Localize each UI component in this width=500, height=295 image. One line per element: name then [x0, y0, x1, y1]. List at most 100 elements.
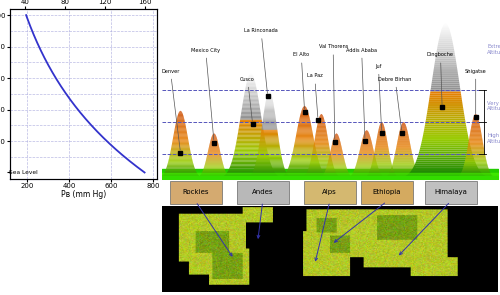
Polygon shape [262, 126, 277, 127]
Polygon shape [400, 129, 407, 130]
Polygon shape [298, 124, 311, 125]
Polygon shape [288, 169, 322, 170]
Polygon shape [434, 62, 456, 64]
Text: High
Altitude: High Altitude [488, 133, 500, 144]
Polygon shape [212, 135, 216, 136]
Polygon shape [174, 134, 188, 135]
Polygon shape [309, 166, 334, 167]
Polygon shape [358, 156, 375, 157]
Polygon shape [416, 161, 476, 163]
Polygon shape [168, 162, 193, 163]
Polygon shape [463, 167, 488, 168]
Polygon shape [302, 108, 307, 109]
Polygon shape [430, 95, 462, 97]
Polygon shape [246, 87, 256, 88]
Polygon shape [428, 109, 464, 111]
Polygon shape [312, 155, 331, 156]
Polygon shape [169, 157, 192, 158]
Polygon shape [284, 174, 325, 175]
Polygon shape [424, 130, 468, 132]
Polygon shape [174, 129, 186, 130]
Polygon shape [378, 132, 386, 133]
Polygon shape [332, 146, 342, 147]
Polygon shape [242, 104, 260, 105]
Polygon shape [303, 176, 340, 177]
Polygon shape [172, 141, 188, 142]
Polygon shape [256, 162, 283, 163]
Text: La Rinconada: La Rinconada [244, 28, 278, 94]
Polygon shape [168, 161, 193, 162]
Polygon shape [204, 168, 225, 169]
Polygon shape [241, 113, 261, 114]
Polygon shape [464, 161, 486, 162]
Polygon shape [392, 167, 415, 168]
Polygon shape [298, 122, 311, 123]
Polygon shape [242, 105, 260, 106]
Polygon shape [426, 117, 465, 119]
Polygon shape [318, 121, 325, 122]
Polygon shape [356, 162, 376, 163]
Polygon shape [380, 125, 384, 126]
Polygon shape [170, 156, 192, 157]
Polygon shape [294, 145, 315, 146]
Polygon shape [207, 156, 222, 157]
Polygon shape [268, 92, 271, 94]
Polygon shape [238, 129, 264, 130]
Polygon shape [238, 130, 264, 132]
Polygon shape [343, 178, 390, 179]
Polygon shape [266, 98, 272, 99]
Polygon shape [359, 152, 374, 153]
Polygon shape [224, 175, 278, 176]
FancyBboxPatch shape [170, 181, 222, 204]
Polygon shape [436, 56, 456, 58]
Polygon shape [300, 116, 310, 117]
Polygon shape [425, 122, 466, 124]
Polygon shape [174, 131, 187, 132]
Polygon shape [256, 160, 282, 161]
Polygon shape [177, 118, 184, 119]
Polygon shape [432, 76, 458, 78]
Text: Andes: Andes [252, 189, 274, 195]
Polygon shape [261, 132, 278, 133]
Polygon shape [213, 133, 215, 134]
Polygon shape [264, 113, 275, 114]
Polygon shape [165, 170, 196, 171]
Polygon shape [462, 168, 489, 169]
Polygon shape [316, 178, 358, 179]
Polygon shape [317, 124, 326, 125]
Polygon shape [316, 129, 326, 130]
Polygon shape [235, 147, 267, 148]
Polygon shape [300, 118, 310, 119]
Polygon shape [439, 37, 452, 39]
Polygon shape [332, 145, 342, 146]
Polygon shape [396, 150, 411, 151]
Polygon shape [310, 163, 333, 164]
Polygon shape [193, 178, 235, 179]
Polygon shape [376, 139, 387, 140]
Polygon shape [298, 126, 312, 127]
Polygon shape [265, 104, 274, 106]
Polygon shape [362, 141, 372, 142]
Polygon shape [230, 164, 272, 165]
Polygon shape [318, 120, 324, 121]
Polygon shape [176, 120, 184, 121]
Polygon shape [300, 115, 309, 116]
Polygon shape [466, 155, 485, 156]
Polygon shape [426, 119, 465, 121]
Polygon shape [379, 128, 384, 129]
Polygon shape [170, 150, 190, 151]
Polygon shape [356, 165, 378, 166]
Polygon shape [174, 133, 187, 134]
Polygon shape [414, 163, 476, 165]
Polygon shape [174, 128, 186, 129]
Polygon shape [398, 140, 409, 141]
Polygon shape [266, 96, 272, 97]
Polygon shape [374, 151, 389, 152]
Polygon shape [333, 140, 340, 141]
Polygon shape [471, 126, 480, 127]
Polygon shape [288, 168, 322, 169]
Polygon shape [469, 137, 482, 138]
Polygon shape [256, 158, 282, 159]
Polygon shape [375, 147, 388, 148]
Polygon shape [296, 135, 314, 136]
